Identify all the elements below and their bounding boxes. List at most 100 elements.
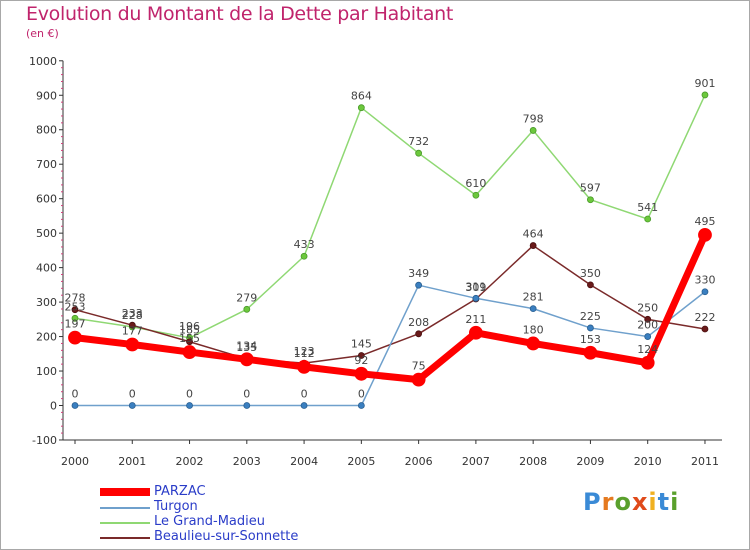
data-label: 281 (523, 291, 544, 304)
data-point (472, 294, 480, 302)
data-label: 208 (408, 316, 429, 329)
data-point (468, 325, 483, 340)
data-point (640, 355, 655, 370)
data-point (644, 333, 652, 340)
data-point (587, 324, 594, 332)
chart-unit: (en €) (26, 27, 59, 40)
data-label: 464 (523, 228, 544, 241)
data-label: 0 (243, 388, 250, 401)
data-point (701, 288, 709, 296)
data-label: 200 (637, 319, 658, 332)
y-tick-label: 700 (36, 158, 57, 171)
x-tick-label: 2009 (576, 455, 604, 468)
data-label: 253 (65, 300, 86, 313)
data-label: 134 (236, 339, 257, 352)
data-point (354, 366, 369, 381)
series-line (74, 284, 706, 407)
data-label: 798 (523, 112, 544, 125)
data-point (529, 305, 537, 313)
data-point (243, 305, 251, 313)
y-tick-label: 400 (36, 262, 57, 275)
chart-axes: -100010020030040050060070080090010002000… (29, 55, 722, 468)
y-tick-label: 600 (36, 193, 57, 206)
data-label: 180 (523, 323, 544, 336)
data-label: 211 (465, 313, 486, 326)
data-point (71, 306, 79, 314)
x-tick-label: 2008 (519, 455, 547, 468)
data-label: 350 (580, 267, 601, 280)
logo-letter: o (614, 488, 632, 516)
data-point (357, 402, 365, 409)
legend-label-parzac: PARZAC (154, 484, 206, 499)
data-point (587, 196, 594, 204)
data-label: 123 (294, 345, 315, 358)
logo-letter: x (631, 488, 649, 516)
data-point (529, 127, 537, 134)
data-label: 610 (465, 177, 486, 190)
data-label: 597 (580, 182, 601, 195)
data-label: 0 (186, 388, 193, 401)
logo-letter: t (657, 488, 671, 516)
x-tick-label: 2007 (462, 455, 490, 468)
data-label: 250 (637, 301, 658, 314)
logo-letter: i (670, 488, 680, 516)
legend-label-le-grand-madieu: Le Grand-Madieu (154, 514, 265, 529)
data-label: 309 (465, 281, 486, 294)
y-tick-label: -100 (32, 434, 57, 447)
x-tick-label: 2001 (118, 455, 146, 468)
data-label: 864 (351, 90, 372, 103)
data-label: 0 (129, 388, 136, 401)
series-group (68, 91, 712, 409)
data-label: 278 (65, 292, 86, 305)
logo-letter: i (648, 488, 658, 516)
data-label: 228 (122, 309, 143, 322)
legend-swatch-parzac (100, 488, 150, 496)
logo-letter: P (583, 488, 602, 516)
data-label: 349 (408, 267, 429, 280)
data-label: 0 (301, 388, 308, 401)
y-tick-label: 200 (36, 331, 57, 344)
x-tick-label: 2003 (233, 455, 261, 468)
data-labels: 197 177 155 134 112 92 75 211 180 153 124 495 0 0 0 0 0 0… (65, 77, 716, 401)
data-point (415, 149, 423, 157)
x-tick-label: 2002 (176, 455, 204, 468)
x-tick-label: 2005 (347, 455, 375, 468)
data-label: 433 (294, 238, 315, 251)
data-point (239, 352, 254, 367)
legend-swatch-turgon (100, 507, 150, 509)
data-label: 135 (236, 341, 257, 354)
data-point (182, 345, 197, 359)
data-point (411, 372, 426, 387)
data-label: 541 (637, 201, 658, 214)
y-tick-label: 900 (36, 89, 57, 102)
series-parzac (68, 227, 712, 387)
data-point (357, 352, 365, 359)
series-line (71, 231, 709, 384)
data-point (128, 402, 136, 409)
data-label: 279 (236, 291, 257, 304)
data-label: 222 (694, 311, 715, 324)
x-tick-label: 2011 (691, 455, 719, 468)
data-point (644, 215, 652, 223)
data-point (68, 330, 82, 345)
x-tick-label: 2006 (405, 455, 433, 468)
data-label: 155 (179, 332, 200, 345)
data-label: 233 (122, 307, 143, 320)
y-tick-label: 1000 (29, 55, 57, 68)
chart-title: Evolution du Montant de la Dette par Hab… (26, 3, 454, 25)
data-label: 0 (72, 388, 79, 401)
data-point (300, 252, 308, 260)
data-point (125, 337, 140, 352)
data-label: 0 (358, 388, 365, 401)
data-point (128, 321, 136, 329)
x-tick-label: 2010 (634, 455, 662, 468)
y-tick-label: 300 (36, 296, 57, 309)
data-point (583, 345, 598, 360)
y-tick-label: 500 (36, 227, 57, 240)
data-point (644, 315, 652, 323)
legend-label-turgon: Turgon (154, 499, 198, 514)
logo-letter: r (601, 488, 615, 516)
y-tick-label: 800 (36, 124, 57, 137)
x-tick-label: 2004 (290, 455, 318, 468)
